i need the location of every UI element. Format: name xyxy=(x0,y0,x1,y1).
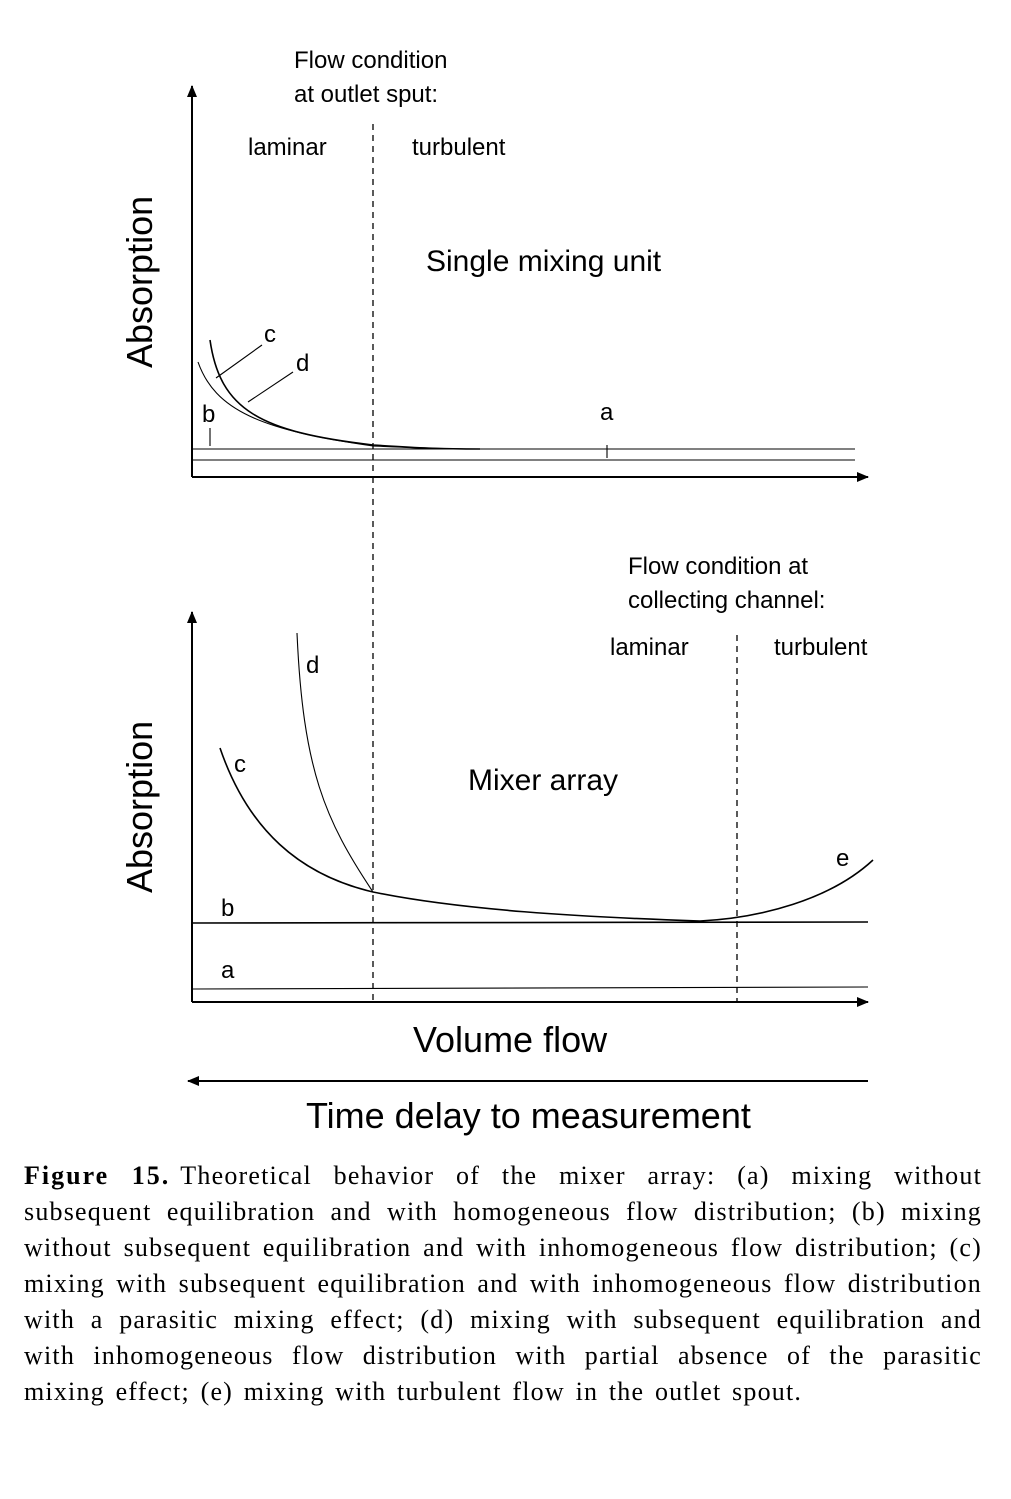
top-flow-condition-line2: at outlet sput: xyxy=(294,81,438,108)
bottom-flow-condition-line1: Flow condition at xyxy=(628,553,808,580)
figure-diagram: Flow condition at outlet sput: laminar t… xyxy=(119,47,874,1136)
bottom-label-e: e xyxy=(836,845,849,872)
bottom-turbulent-label: turbulent xyxy=(774,634,868,661)
bottom-laminar-label: laminar xyxy=(610,634,689,661)
top-panel-title: Single mixing unit xyxy=(426,245,662,278)
top-label-c: c xyxy=(264,321,276,348)
bottom-curve-d xyxy=(296,632,374,893)
top-leader-d xyxy=(247,371,294,403)
top-flow-condition-line1: Flow condition xyxy=(294,47,447,74)
top-panel: Flow condition at outlet sput: laminar t… xyxy=(119,47,869,482)
caption-text: Theoretical behavior of the mixer array:… xyxy=(24,1161,982,1406)
x-axis-reverse-label: Time delay to measurement xyxy=(306,1095,751,1136)
bottom-label-d: d xyxy=(306,652,319,679)
bottom-flow-condition-line2: collecting channel: xyxy=(628,587,825,614)
top-laminar-label: laminar xyxy=(248,134,327,161)
bottom-label-c: c xyxy=(234,751,246,778)
top-label-a: a xyxy=(600,399,614,426)
top-turbulent-label: turbulent xyxy=(412,134,506,161)
bottom-label-b: b xyxy=(221,895,234,922)
top-leader-c xyxy=(215,344,263,379)
bottom-curve-e xyxy=(699,859,874,922)
figure-caption: Figure 15. Theoretical behavior of the mi… xyxy=(24,1158,982,1410)
bottom-y-axis-label: Absorption xyxy=(119,721,160,893)
top-label-b: b xyxy=(202,401,215,428)
x-axis-label: Volume flow xyxy=(413,1019,608,1060)
top-curve-d xyxy=(197,361,481,450)
bottom-panel-title: Mixer array xyxy=(468,764,618,797)
bottom-curve-a xyxy=(191,986,869,990)
top-label-d: d xyxy=(296,350,309,377)
top-curve-c xyxy=(209,339,481,450)
bottom-label-a: a xyxy=(221,957,235,984)
bottom-panel: Flow condition at collecting channel: la… xyxy=(119,477,874,1007)
caption-label: Figure 15. xyxy=(24,1161,171,1190)
bottom-curve-b xyxy=(191,921,869,924)
bottom-curve-c xyxy=(219,747,701,922)
top-y-axis-label: Absorption xyxy=(119,196,160,368)
